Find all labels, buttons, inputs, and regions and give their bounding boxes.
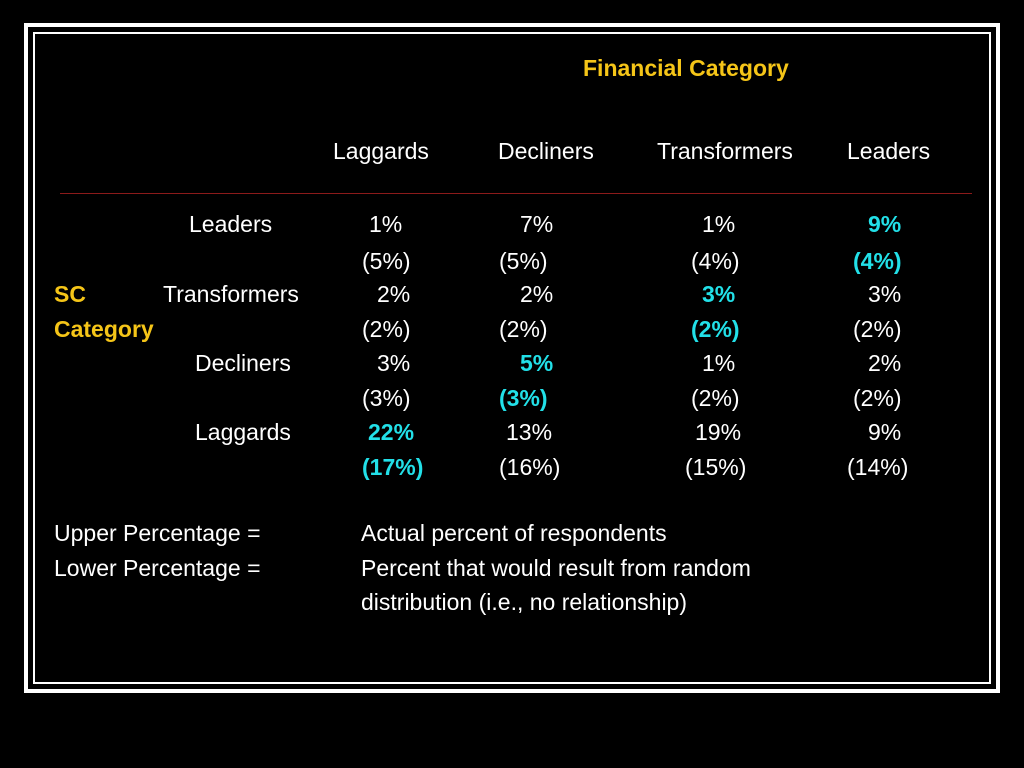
cell-upper: 3% <box>377 350 411 376</box>
cell-lower-highlight: (4%) <box>853 248 902 274</box>
row-label-leaders: Leaders <box>189 211 273 237</box>
cell-lower: (15%) <box>685 454 747 480</box>
row-axis-label-sc: SC <box>54 281 86 307</box>
cell-lower: (2%) <box>853 316 902 342</box>
cell-lower: (5%) <box>362 248 411 274</box>
row-label-transformers: Transformers <box>163 281 299 307</box>
cell-upper: 9% <box>868 419 902 445</box>
cell-upper-highlight: 5% <box>520 350 554 376</box>
cell-upper-highlight: 9% <box>868 211 902 237</box>
header-divider <box>60 193 972 194</box>
row-label-laggards: Laggards <box>195 419 291 445</box>
cell-lower: (14%) <box>847 454 909 480</box>
cell-lower: (2%) <box>499 316 548 342</box>
legend-upper-text: Actual percent of respondents <box>361 520 667 546</box>
legend-lower-label: Lower Percentage = <box>54 555 261 581</box>
row-axis-label-category: Category <box>54 316 154 342</box>
cell-lower: (4%) <box>691 248 740 274</box>
cell-upper: 3% <box>868 281 902 307</box>
cell-upper: 7% <box>520 211 554 237</box>
cell-upper: 1% <box>702 211 736 237</box>
col-header-decliners: Decliners <box>498 138 594 164</box>
cell-upper: 13% <box>506 419 553 445</box>
cell-lower: (2%) <box>853 385 902 411</box>
cell-upper-highlight: 22% <box>368 419 415 445</box>
col-header-transformers: Transformers <box>657 138 793 164</box>
cell-lower-highlight: (17%) <box>362 454 424 480</box>
legend-lower-text-continued: distribution (i.e., no relationship) <box>361 589 687 615</box>
table-title: Financial Category <box>583 55 789 81</box>
cell-upper: 2% <box>377 281 411 307</box>
slide-border-inner <box>33 32 991 684</box>
cell-lower-highlight: (2%) <box>691 316 740 342</box>
slide-border-outer <box>24 23 1000 693</box>
cell-lower: (5%) <box>499 248 548 274</box>
cell-upper: 19% <box>695 419 742 445</box>
legend-upper-label: Upper Percentage = <box>54 520 261 546</box>
col-header-laggards: Laggards <box>333 138 429 164</box>
cell-upper-highlight: 3% <box>702 281 736 307</box>
cell-lower-highlight: (3%) <box>499 385 548 411</box>
cell-upper: 2% <box>520 281 554 307</box>
cell-lower: (16%) <box>499 454 561 480</box>
cell-upper: 1% <box>702 350 736 376</box>
cell-upper: 2% <box>868 350 902 376</box>
cell-lower: (2%) <box>362 316 411 342</box>
cell-lower: (3%) <box>362 385 411 411</box>
col-header-leaders: Leaders <box>847 138 931 164</box>
row-label-decliners: Decliners <box>195 350 291 376</box>
cell-upper: 1% <box>369 211 403 237</box>
legend-lower-text: Percent that would result from random <box>361 555 751 581</box>
cell-lower: (2%) <box>691 385 740 411</box>
